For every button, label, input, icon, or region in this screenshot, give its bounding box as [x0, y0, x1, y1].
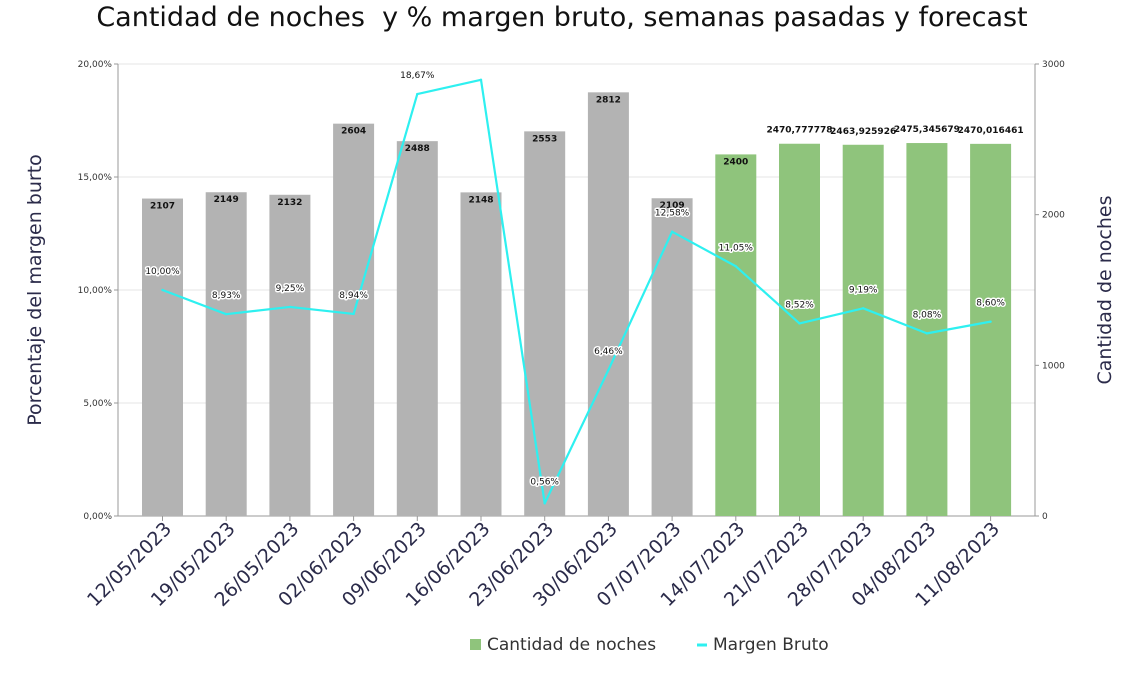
- line-point: [416, 92, 419, 96]
- line-data-label: 8,94%: [339, 291, 368, 301]
- bar: [587, 92, 629, 517]
- left-axis-title: Porcentaje del margen burto: [24, 154, 46, 426]
- line-data-label: 8,60%: [976, 299, 1005, 309]
- right-axis-title: Cantidad de noches: [1094, 195, 1116, 384]
- line-data-label: 8,93%: [212, 291, 241, 301]
- line-data-label: 11,05%: [719, 243, 754, 253]
- data-labels: 2107 2149 2132 2604 2488 2148 2553 2812 2109 2400…: [144, 70, 1024, 489]
- line-point: [670, 230, 674, 233]
- chart-title: Cantidad de noches y % margen bruto, sem…: [96, 2, 1028, 33]
- left-axis-tick-label: 15,00%: [78, 173, 113, 183]
- bar-data-label: 2475,345679: [894, 125, 960, 135]
- bar-data-label: 2470,016461: [958, 126, 1024, 136]
- bar-data-label: 2132: [277, 198, 302, 208]
- legend-label-margen-bruto: Margen Bruto: [713, 635, 829, 655]
- line-point: [607, 368, 610, 372]
- line-point: [543, 502, 546, 505]
- line-point: [798, 322, 801, 325]
- left-axis-tick-label: 0,00%: [83, 512, 112, 522]
- bar-data-label: 2400: [723, 157, 748, 167]
- bar: [460, 192, 502, 517]
- bar-data-label: 2149: [214, 195, 239, 205]
- line-point: [734, 265, 737, 268]
- bar-data-label: 2107: [150, 202, 175, 212]
- line-margen-bruto: [161, 78, 992, 505]
- line-data-label: 8,08%: [913, 310, 942, 320]
- bars-cantidad-de-noches: [142, 92, 1012, 517]
- left-axis-tick-label: 20,00%: [78, 60, 113, 70]
- bar: [269, 194, 311, 516]
- bar: [715, 154, 757, 516]
- line-data-label: 9,19%: [849, 285, 878, 295]
- left-axis-tick-label: 10,00%: [78, 286, 113, 296]
- right-axis-tick-label: 3000: [1042, 60, 1065, 70]
- bar: [779, 143, 820, 516]
- bar-data-label: 2553: [532, 134, 557, 144]
- left-axis-tick-label: 5,00%: [83, 399, 112, 409]
- bar-data-label: 2812: [596, 95, 621, 105]
- gridlines: [118, 63, 1035, 404]
- line-point: [161, 288, 164, 292]
- axes: 0,00% 5,00% 10,00% 15,00% 20,00% 0 1000 2000 300…: [24, 60, 1116, 611]
- line-point: [862, 307, 865, 310]
- bar: [651, 198, 693, 516]
- bar: [970, 143, 1012, 516]
- legend: Cantidad de noches Margen Bruto: [470, 635, 829, 655]
- bar: [333, 123, 375, 516]
- right-axis-tick-label: 2000: [1042, 211, 1065, 221]
- bar: [142, 198, 183, 516]
- line-point: [989, 320, 992, 323]
- line-point: [225, 312, 228, 316]
- line-data-label: 12,58%: [655, 209, 690, 219]
- bar-data-label: 2470,777778: [766, 126, 832, 136]
- right-axis-tick-label: 1000: [1042, 361, 1065, 371]
- legend-label-cantidad-de-noches: Cantidad de noches: [487, 635, 656, 655]
- line-data-label: 6,46%: [594, 347, 623, 357]
- bar-data-label: 2109: [660, 201, 685, 211]
- bar-data-label: 2148: [468, 195, 493, 205]
- line-point: [288, 305, 292, 309]
- bar-data-label: 2488: [405, 144, 430, 154]
- legend-swatch-cantidad-de-noches: [470, 639, 481, 650]
- line-data-label: 18,67%: [400, 71, 435, 81]
- line-point: [352, 312, 355, 316]
- bar: [524, 131, 566, 516]
- line-point: [479, 78, 483, 82]
- line-data-label: 8,52%: [785, 300, 814, 310]
- line-point: [925, 332, 929, 335]
- line-data-label: 9,25%: [276, 284, 305, 294]
- bar: [842, 144, 884, 516]
- bar-data-label: 2604: [341, 127, 366, 137]
- bar: [906, 143, 948, 516]
- series-line-margen-bruto: [162, 78, 991, 505]
- right-axis-tick-label: 0: [1042, 512, 1048, 522]
- bar: [205, 192, 247, 516]
- line-data-label: 0,56%: [530, 477, 559, 487]
- bar-data-label: 2463,925926: [830, 127, 896, 137]
- line-data-label: 10,00%: [145, 267, 180, 277]
- bar: [396, 141, 438, 516]
